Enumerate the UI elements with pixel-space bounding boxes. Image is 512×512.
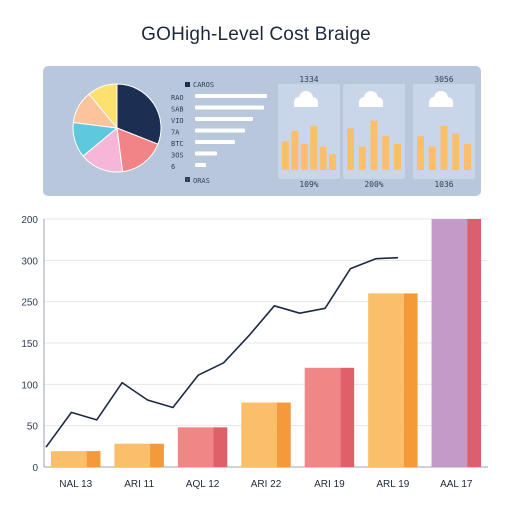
legend-header-swatch xyxy=(185,82,190,87)
mini-panel-bottom-label: 109% xyxy=(299,180,318,189)
x-tick-label: ARL 19 xyxy=(376,479,409,490)
legend-row-bar xyxy=(195,105,264,110)
x-tick-label: NAL 13 xyxy=(59,479,92,490)
mini-bar xyxy=(358,146,366,170)
bar-4 xyxy=(241,402,277,467)
mini-bar xyxy=(310,125,318,170)
mini-bar xyxy=(440,125,448,170)
pie-slice-3 xyxy=(82,127,124,173)
x-tick-label: ARI 11 xyxy=(124,479,154,490)
x-tick-label: AQL 12 xyxy=(186,479,220,490)
legend-header: CAROS xyxy=(193,81,214,89)
bar-2 xyxy=(114,443,151,467)
legend-row-bar xyxy=(195,128,245,133)
x-tick-label: ARI 22 xyxy=(251,479,282,490)
legend-footer-swatch xyxy=(185,177,190,182)
pie-chart xyxy=(72,83,162,173)
bar-3 xyxy=(177,427,214,467)
bar-7 xyxy=(431,219,468,467)
mini-charts: 1334 109% 200% 3056 1036 xyxy=(278,75,475,189)
y-tick-label: 50 xyxy=(27,422,39,433)
cloud-part xyxy=(429,102,453,107)
y-tick-label: 200 xyxy=(21,215,38,226)
bar-2-side xyxy=(150,443,164,467)
y-axis-ticks: 0 50 100 150 250 300 200 xyxy=(21,215,38,474)
mini-bar xyxy=(370,120,378,170)
mini-panel-top-label: 1334 xyxy=(299,75,318,84)
cloud-icon xyxy=(429,91,453,107)
mini-bar xyxy=(329,154,336,170)
mini-bar xyxy=(417,136,424,170)
bar-6 xyxy=(368,293,404,467)
x-tick-label: AAL 17 xyxy=(440,479,473,490)
cloud-part xyxy=(294,102,318,107)
mini-panel-top-label: 3056 xyxy=(434,75,453,84)
bar-1-side xyxy=(86,451,101,467)
mini-bar xyxy=(300,144,308,170)
mini-bar xyxy=(291,131,299,170)
legend-row-label: RAO xyxy=(171,94,184,102)
chart-title: GOHigh-Level Cost Braige xyxy=(141,24,371,45)
pie-slice-1 xyxy=(116,83,162,145)
legend-row-label: VIO xyxy=(171,117,184,125)
bar-3-side xyxy=(213,427,228,467)
legend-row-bar xyxy=(195,151,217,156)
bar-6-side xyxy=(403,293,418,467)
mini-bar xyxy=(464,144,471,170)
legend-row-bar xyxy=(195,117,253,121)
y-tick-label: 300 xyxy=(21,256,38,267)
pie-slice-6 xyxy=(88,83,118,130)
legend-row-label: SAB xyxy=(171,106,184,114)
mini-bar xyxy=(394,144,401,170)
bar-5 xyxy=(304,367,341,467)
x-tick-label: ARI 19 xyxy=(314,479,345,490)
y-tick-label: 150 xyxy=(21,339,38,350)
trend-line xyxy=(45,256,399,448)
bar-4-side xyxy=(276,402,291,467)
mini-bar xyxy=(319,146,327,170)
bars xyxy=(50,219,482,467)
cloud-icon xyxy=(294,91,318,107)
cloud-icon xyxy=(359,91,383,107)
main-bar-chart: 0 50 100 150 250 300 200 NAL 13 ARI 11 AQL 12 ARI … xyxy=(21,215,488,490)
bar-7-side xyxy=(467,219,482,467)
mini-bar xyxy=(282,141,289,170)
cloud-part xyxy=(359,102,383,107)
summary-panel: CAROS ORAS RAO SAB VIO 7A BTC 3OS 6 1334 109% 20… xyxy=(43,66,481,196)
mini-bar xyxy=(382,136,390,170)
mini-panel-bottom-label: 200% xyxy=(364,180,383,189)
y-tick-label: 100 xyxy=(21,380,38,391)
legend-row-bar xyxy=(195,163,206,167)
y-tick-label: 250 xyxy=(21,298,38,309)
legend-row-bar xyxy=(195,140,235,144)
legend-row-label: 3OS xyxy=(171,152,184,160)
bar-1 xyxy=(50,451,87,467)
y-tick-label: 0 xyxy=(32,463,38,474)
legend-row-label: 7A xyxy=(171,129,180,137)
pie-slice-2 xyxy=(116,127,159,173)
summary-panel-graphics: CAROS ORAS RAO SAB VIO 7A BTC 3OS 6 1334 109% 20… xyxy=(72,75,475,189)
mini-panel-bottom-label: 1036 xyxy=(434,180,453,189)
mini-bar xyxy=(452,133,460,170)
legend-row-bar xyxy=(195,94,267,98)
legend-footer: ORAS xyxy=(193,177,210,185)
legend-row-label: BTC xyxy=(171,140,184,148)
legend-row-label: 6 xyxy=(171,163,175,171)
bar-5-side xyxy=(340,367,355,467)
mini-bar xyxy=(428,146,436,170)
mini-bar xyxy=(347,128,354,170)
legend-list: CAROS ORAS RAO SAB VIO 7A BTC 3OS 6 xyxy=(171,81,267,185)
